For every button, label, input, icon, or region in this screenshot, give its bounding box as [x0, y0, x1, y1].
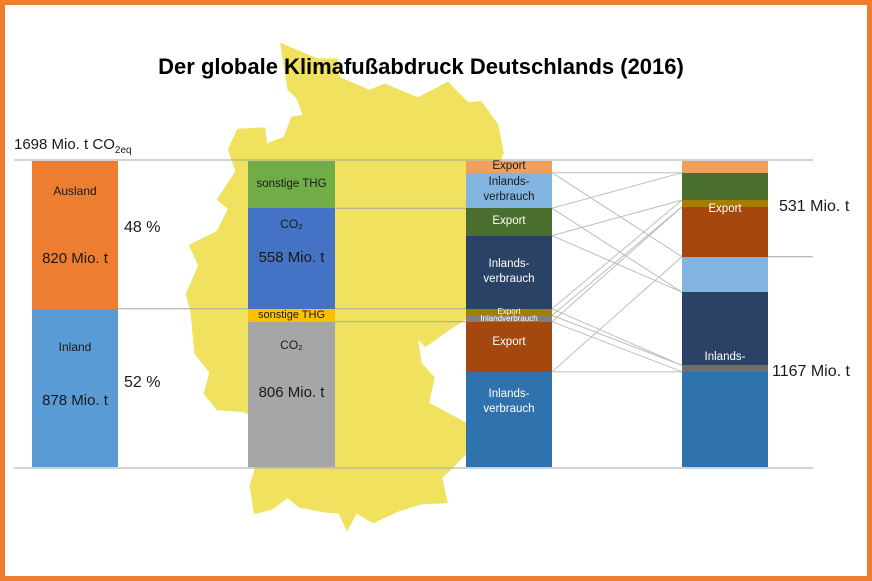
segment-label-line: Inlands- [488, 258, 530, 271]
bar-segment-bilanz-exp_ausland_thg [682, 161, 768, 173]
segment-label-line: 820 Mio. t [42, 249, 108, 267]
segment-label-gas-ausland_co2: 558 Mio. t [234, 248, 349, 268]
bar-segment-verwendung-inl_inland_co2: Inlands-verbrauch [466, 371, 552, 467]
segment-label-gas-inland_co2: CO₂ [234, 337, 349, 353]
bar-segment-bilanz-inl_ausland_thg [682, 256, 768, 293]
bar-segment-bilanz-exp_inland_thg [682, 200, 768, 207]
bar-segment-verwendung-exp_ausland_co2: Export [466, 208, 552, 236]
segment-label-herkunft-inland: Inland [18, 339, 132, 355]
connector-line-exp_inland_co2 [551, 206, 683, 323]
inlandsverbrauch-total-label: 1167 Mio. t [772, 363, 850, 380]
total-emissions-text: 1698 Mio. t CO [14, 136, 115, 153]
chart-title: Der globale Klimafußabdruck Deutschlands… [158, 54, 684, 79]
bar-segment-bilanz-exp_ausland_co2 [682, 172, 768, 201]
connector-line-exp_inland_thg [551, 206, 683, 316]
bar-segment-verwendung-inl_ausland_co2: Inlands-verbrauch [466, 235, 552, 309]
segment-label-line: 558 Mio. t [258, 249, 325, 267]
segment-label-line: verbrauch [483, 191, 535, 204]
segment-label-line: Inlands- [704, 351, 746, 364]
segment-label-line: Export [492, 215, 526, 228]
segment-label-herkunft-inland: 878 Mio. t [18, 391, 132, 411]
connector-line-exp_inland_co2 [551, 256, 683, 373]
connector-line-inl_ausland_thg [551, 207, 683, 293]
inland-share-label: 52 % [124, 374, 161, 391]
connector-line-inl_inland_thg [551, 314, 683, 366]
bar-segment-herkunft-inland: Inland 878 Mio. t [32, 308, 118, 467]
connector-line-inl_inland_thg [551, 321, 683, 373]
bar-segment-gas-ausland_co2: CO₂ 558 Mio. t [248, 208, 335, 309]
segment-label-line: CO₂ [280, 217, 303, 232]
total-emissions-label: 1698 Mio. t CO2eq [14, 136, 132, 156]
segment-label-verwendung-inl_ausland_co2: Inlands-verbrauch [452, 257, 566, 287]
segment-label-verwendung-exp_ausland_co2: Export [452, 214, 566, 229]
segment-label-line: Inlandverbrauch [480, 313, 538, 323]
segment-label-gas-ausland_co2: CO₂ [234, 216, 349, 232]
segment-label-line: Inlands- [488, 176, 530, 189]
bar-segment-gas-ausland_thg: sonstige THG [248, 161, 335, 209]
segment-label-verwendung-exp_inland_co2: Export [452, 335, 566, 350]
segment-label-line: Export [497, 307, 521, 317]
connector-line-inl_ausland_thg [551, 172, 683, 258]
segment-label-line: Export [708, 202, 742, 215]
segment-label-line: verbrauch [483, 273, 535, 286]
segment-label-verwendung-exp_inland_thg: Export [452, 307, 566, 317]
bar-segment-verwendung-exp_inland_thg: Export [466, 307, 552, 316]
segment-label-line: Export [492, 160, 526, 173]
bar-segment-bilanz-inl_inland_thg [682, 365, 768, 372]
segment-label-verwendung-exp_ausland_thg: Export [452, 159, 566, 174]
bar-segment-herkunft-ausland: Ausland 820 Mio. t [32, 161, 118, 309]
bar-segment-bilanz-inl_inland_co2 [682, 371, 768, 467]
connector-line-exp_ausland_co2 [551, 199, 683, 237]
segment-label-line: CO₂ [280, 337, 303, 352]
segment-label-line: sonstige THG [257, 309, 326, 322]
bar-segment-gas-inland_thg: sonstige THG [248, 308, 335, 322]
export-total-label: 531 Mio. t [779, 198, 850, 215]
bar-segment-bilanz-exp_inland_co2: Export [682, 203, 768, 257]
segment-label-line: 878 Mio. t [42, 391, 108, 409]
bar-segment-verwendung-inl_ausland_thg: Inlands-verbrauch [466, 172, 552, 209]
ausland-share-label: 48 % [124, 219, 161, 236]
segment-label-bilanz-exp_inland_co2: Export [668, 202, 782, 217]
segment-label-gas-inland_thg: sonstige THG [234, 308, 349, 322]
segment-label-verwendung-inl_ausland_thg: Inlands-verbrauch [452, 175, 566, 205]
bar-segment-verwendung-exp_inland_co2: Export [466, 321, 552, 372]
segment-label-line: Inland [58, 339, 92, 354]
segment-label-line: Ausland [53, 183, 97, 198]
total-emissions-subscript: 2eq [114, 145, 132, 156]
segment-label-gas-ausland_thg: sonstige THG [234, 177, 349, 192]
segment-label-line: sonstige THG [256, 178, 327, 191]
bar-segment-bilanz-inl_ausland_co2: Inlands-verbrauch [682, 292, 768, 378]
connector-line-inl_ausland_co2 [551, 308, 683, 366]
connector-line-exp_inland_thg [551, 199, 683, 310]
segment-label-line: Export [492, 336, 526, 349]
segment-label-verwendung-inl_inland_co2: Inlands-verbrauch [452, 387, 566, 417]
segment-label-verwendung-inl_inland_thg: Inlandverbrauch [452, 314, 566, 324]
bar-segment-verwendung-exp_ausland_thg: Export [466, 160, 552, 173]
segment-label-gas-inland_co2: 806 Mio. t [234, 383, 349, 403]
segment-label-line: Inlands- [488, 388, 530, 401]
segment-label-herkunft-ausland: 820 Mio. t [18, 249, 132, 269]
segment-label-line: 806 Mio. t [258, 383, 325, 401]
bar-segment-gas-inland_co2: CO₂ 806 Mio. t [248, 321, 335, 467]
segment-label-line: verbrauch [483, 403, 535, 416]
connector-line-exp_ausland_co2 [551, 172, 683, 209]
segment-label-herkunft-ausland: Ausland [18, 183, 132, 199]
bar-segment-verwendung-inl_inland_thg: Inlandverbrauch [466, 314, 552, 323]
